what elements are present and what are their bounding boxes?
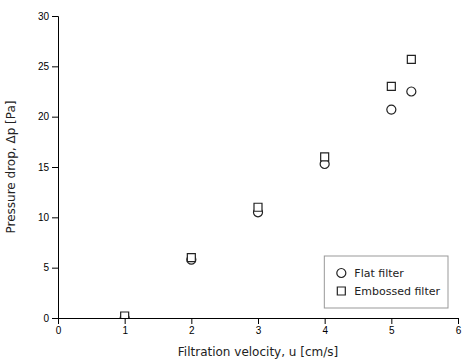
tick-label: 0 <box>43 313 49 324</box>
tick-mark <box>52 318 58 319</box>
tick-label: 4 <box>322 325 328 336</box>
point <box>407 87 416 96</box>
tick-label: 2 <box>189 325 195 336</box>
point <box>321 153 329 161</box>
legend-item: Embossed filter <box>337 285 440 298</box>
tick-label: 15 <box>38 162 50 173</box>
series <box>121 55 416 318</box>
x-axis-title: Filtration velocity, u [cm/s] <box>178 345 338 359</box>
legend-label: Flat filter <box>354 267 404 280</box>
tick: 6 <box>456 318 462 336</box>
tick: 0 <box>56 318 62 336</box>
tick-mark <box>325 318 326 324</box>
tick-mark <box>258 318 259 324</box>
point <box>387 105 396 114</box>
point <box>387 82 395 90</box>
tick-mark <box>458 318 459 324</box>
legend-symbol <box>337 268 346 277</box>
tick: 1 <box>122 318 128 336</box>
legend-frame <box>324 256 448 308</box>
point <box>121 312 129 318</box>
tick: 30 <box>38 11 58 22</box>
legend-symbol <box>337 287 345 295</box>
tick-mark <box>191 318 192 324</box>
tick-label: 10 <box>38 212 50 223</box>
tick-mark <box>52 217 58 218</box>
axis-line <box>59 319 459 325</box>
tick: 10 <box>38 212 58 223</box>
tick-mark <box>52 167 58 168</box>
tick-mark <box>125 318 126 324</box>
tick-label: 30 <box>38 11 50 22</box>
tick: 15 <box>38 162 58 173</box>
tick-mark <box>52 117 58 118</box>
point <box>407 55 415 63</box>
y-axis-title: Pressure drop, Δp [Pa] <box>4 101 18 234</box>
tick-label: 25 <box>38 61 50 72</box>
chart: 0 1 2 3 4 5 6 0 5 10 15 20 25 30 Flat filter Embossed f… <box>0 0 476 364</box>
points <box>120 55 416 318</box>
tick: 5 <box>43 262 58 273</box>
tick-mark <box>52 16 58 17</box>
tick-mark <box>52 268 58 269</box>
plot: 0 1 2 3 4 5 6 0 5 10 15 20 25 30 Flat filter Embossed f… <box>38 11 462 336</box>
tick-label: 5 <box>43 262 49 273</box>
tick: 2 <box>189 318 195 336</box>
tick: 5 <box>389 318 395 336</box>
tick-label: 5 <box>389 325 395 336</box>
tick: 25 <box>38 61 58 72</box>
tick-label: 0 <box>56 325 62 336</box>
tick: 0 <box>43 313 58 324</box>
x-axis: 0 1 2 3 4 5 6 <box>56 318 462 336</box>
tick-label: 3 <box>256 325 262 336</box>
tick-mark <box>391 318 392 324</box>
legend-label: Embossed filter <box>354 285 440 298</box>
point <box>187 254 195 262</box>
tick-label: 1 <box>122 325 128 336</box>
tick: 20 <box>38 111 58 122</box>
tick: 3 <box>256 318 262 336</box>
legend: Flat filter Embossed filter <box>324 256 448 308</box>
legend-item: Flat filter <box>337 267 405 280</box>
y-axis: 0 5 10 15 20 25 30 <box>38 11 59 324</box>
tick-mark <box>52 66 58 67</box>
tick-label: 6 <box>456 325 462 336</box>
point <box>254 203 262 211</box>
tick-label: 20 <box>38 111 50 122</box>
tick: 4 <box>322 318 328 336</box>
axis-line <box>52 17 59 319</box>
